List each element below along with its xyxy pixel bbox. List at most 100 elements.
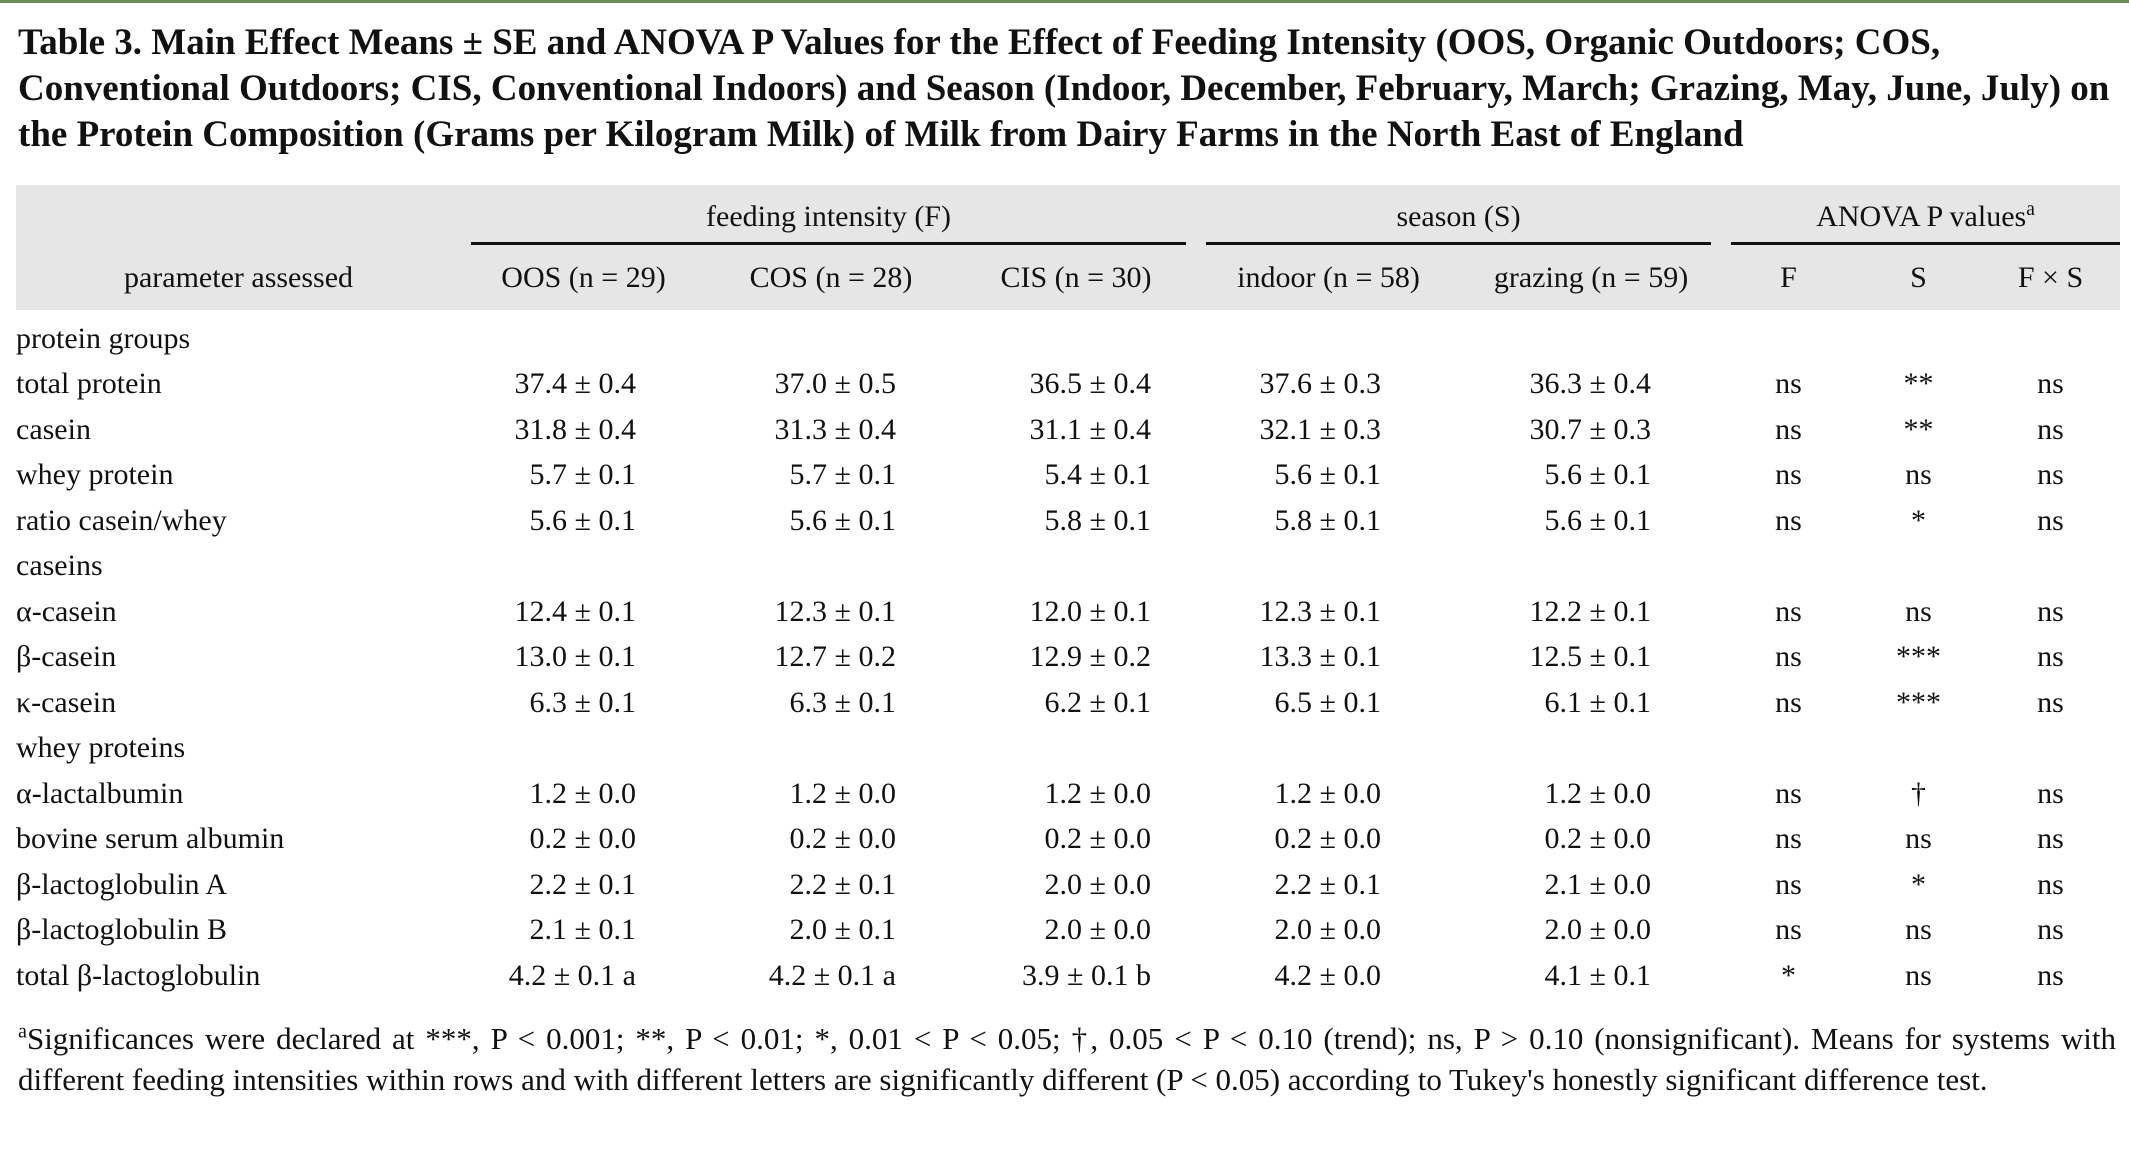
table-row: β-lactoglobulin A 2.2 ± 0.1 2.2 ± 0.1 2.0 ±…: [16, 862, 2120, 908]
cell-oos: 5.6 ± 0.1: [529, 503, 636, 537]
cell-p-f: ns: [1775, 913, 1802, 947]
cell-p-f: ns: [1775, 412, 1802, 446]
parameter-name: total protein: [16, 367, 162, 401]
group-label: whey proteins: [16, 731, 186, 765]
cell-grazing: 12.2 ± 0.1: [1529, 594, 1652, 628]
cell-oos: 2.2 ± 0.1: [529, 867, 636, 901]
table-row: bovine serum albumin 0.2 ± 0.0 0.2 ± 0.0 0.…: [16, 817, 2120, 863]
cell-p-fxs: ns: [2037, 412, 2064, 446]
parameter-name: bovine serum albumin: [16, 822, 285, 856]
cell-cis: 2.0 ± 0.0: [1044, 913, 1152, 947]
group-label: protein groups: [16, 321, 191, 355]
table-row: total β-lactoglobulin 4.2 ± 0.1 a 4.2 ± 0.…: [16, 953, 2120, 999]
parameter-name: whey protein: [16, 458, 174, 492]
group-season: season (S): [1206, 200, 1712, 245]
table-row: β-casein 13.0 ± 0.1 12.7 ± 0.2 12.9 ± 0.2 13…: [16, 635, 2120, 681]
col-cos: COS (n = 28): [749, 260, 913, 294]
cell-grazing: 12.5 ± 0.1: [1529, 640, 1652, 674]
cell-indoor: 4.2 ± 0.0: [1274, 958, 1382, 992]
group-anova-label: ANOVA P values: [1816, 200, 2027, 233]
cell-cos: 6.3 ± 0.1: [789, 685, 896, 719]
table-row: ratio casein/whey 5.6 ± 0.1 5.6 ± 0.1 5.8 ±…: [16, 498, 2120, 544]
cell-indoor: 6.5 ± 0.1: [1274, 685, 1382, 719]
cell-oos: 2.1 ± 0.1: [529, 913, 636, 947]
table-row: α-lactalbumin 1.2 ± 0.0 1.2 ± 0.0 1.2 ± 0.0…: [16, 771, 2120, 817]
table-row: α-casein 12.4 ± 0.1 12.3 ± 0.1 12.0 ± 0.1 12…: [16, 589, 2120, 635]
cell-oos: 37.4 ± 0.4: [514, 367, 636, 401]
parameter-name: β-lactoglobulin B: [16, 913, 228, 947]
protein-composition-table: feeding intensity (F) season (S) ANOVA P…: [16, 185, 2121, 999]
cell-p-f: ns: [1775, 685, 1802, 719]
cell-oos: 13.0 ± 0.1: [514, 640, 636, 674]
table-row: casein 31.8 ± 0.4 31.3 ± 0.4 31.1 ± 0.4 32.1…: [16, 407, 2120, 453]
cell-p-f: ns: [1775, 594, 1802, 628]
table-footnote: aSignificances were declared at ***, P <…: [18, 1018, 2116, 1100]
cell-oos: 4.2 ± 0.1 a: [508, 958, 636, 992]
group-feeding-intensity: feeding intensity (F): [471, 200, 1187, 245]
cell-cis: 1.2 ± 0.0: [1044, 776, 1152, 810]
cell-p-s: ns: [1905, 822, 1932, 856]
cell-cis: 5.4 ± 0.1: [1044, 458, 1152, 492]
table-body: protein groups total protein 37.4 ± 0.4 37.…: [16, 310, 2120, 999]
col-indoor: indoor (n = 58): [1237, 260, 1420, 294]
cell-grazing: 0.2 ± 0.0: [1544, 822, 1652, 856]
group-anova-sup: a: [2026, 199, 2035, 220]
cell-indoor: 2.0 ± 0.0: [1274, 913, 1382, 947]
footnote-text: Significances were declared at ***, P < …: [18, 1021, 2116, 1097]
cell-grazing: 5.6 ± 0.1: [1544, 503, 1652, 537]
group-row: protein groups: [16, 310, 2120, 362]
parameter-name: β-casein: [16, 640, 117, 674]
cell-p-fxs: ns: [2037, 867, 2064, 901]
cell-grazing: 2.1 ± 0.0: [1544, 867, 1652, 901]
cell-p-s: *: [1911, 867, 1927, 901]
cell-p-f: ns: [1775, 867, 1802, 901]
cell-oos: 31.8 ± 0.4: [514, 412, 636, 446]
cell-indoor: 0.2 ± 0.0: [1274, 822, 1382, 856]
cell-p-s: ns: [1905, 958, 1932, 992]
cell-cos: 12.7 ± 0.2: [774, 640, 896, 674]
parameter-name: α-casein: [16, 594, 117, 628]
group-row: caseins: [16, 544, 2120, 590]
cell-grazing: 1.2 ± 0.0: [1544, 776, 1652, 810]
cell-p-fxs: ns: [2037, 913, 2064, 947]
cell-cis: 12.9 ± 0.2: [1029, 640, 1152, 674]
cell-cos: 2.2 ± 0.1: [789, 867, 896, 901]
parameter-name: κ-casein: [16, 685, 117, 719]
cell-cis: 6.2 ± 0.1: [1044, 685, 1152, 719]
cell-cos: 5.6 ± 0.1: [789, 503, 896, 537]
parameter-name: β-lactoglobulin A: [16, 867, 228, 901]
cell-p-s: **: [1903, 412, 1934, 446]
group-row: whey proteins: [16, 726, 2120, 772]
col-s: S: [1910, 260, 1927, 294]
cell-grazing: 5.6 ± 0.1: [1544, 458, 1652, 492]
parameter-name: total β-lactoglobulin: [16, 958, 261, 992]
cell-indoor: 2.2 ± 0.1: [1274, 867, 1382, 901]
parameter-name: casein: [16, 412, 91, 446]
table-row: β-lactoglobulin B 2.1 ± 0.1 2.0 ± 0.1 2.0 ±…: [16, 908, 2120, 954]
cell-p-s: ns: [1905, 458, 1932, 492]
cell-oos: 1.2 ± 0.0: [529, 776, 636, 810]
top-rule: [0, 0, 2129, 3]
header-group-row: feeding intensity (F) season (S) ANOVA P…: [16, 185, 2121, 245]
cell-p-f: ns: [1775, 640, 1802, 674]
cell-indoor: 13.3 ± 0.1: [1259, 640, 1382, 674]
parameter-name: α-lactalbumin: [16, 776, 184, 810]
cell-indoor: 5.6 ± 0.1: [1274, 458, 1382, 492]
cell-p-fxs: ns: [2037, 958, 2064, 992]
cell-indoor: 5.8 ± 0.1: [1274, 503, 1382, 537]
cell-cos: 0.2 ± 0.0: [789, 822, 896, 856]
cell-cos: 5.7 ± 0.1: [789, 458, 896, 492]
cell-cis: 36.5 ± 0.4: [1029, 367, 1152, 401]
footnote-sup: a: [18, 1020, 27, 1043]
cell-cis: 12.0 ± 0.1: [1029, 594, 1152, 628]
header-column-row: parameter assessed OOS (n = 29) COS (n =…: [16, 245, 2121, 310]
cell-cis: 31.1 ± 0.4: [1029, 412, 1152, 446]
cell-p-s: ns: [1905, 594, 1932, 628]
table-row: whey protein 5.7 ± 0.1 5.7 ± 0.1 5.4 ± 0.1 5…: [16, 453, 2120, 499]
cell-cos: 2.0 ± 0.1: [789, 913, 896, 947]
cell-cos: 4.2 ± 0.1 a: [768, 958, 896, 992]
cell-oos: 0.2 ± 0.0: [529, 822, 636, 856]
col-cis: CIS (n = 30): [1000, 260, 1152, 294]
cell-indoor: 1.2 ± 0.0: [1274, 776, 1382, 810]
col-f: F: [1780, 260, 1797, 294]
